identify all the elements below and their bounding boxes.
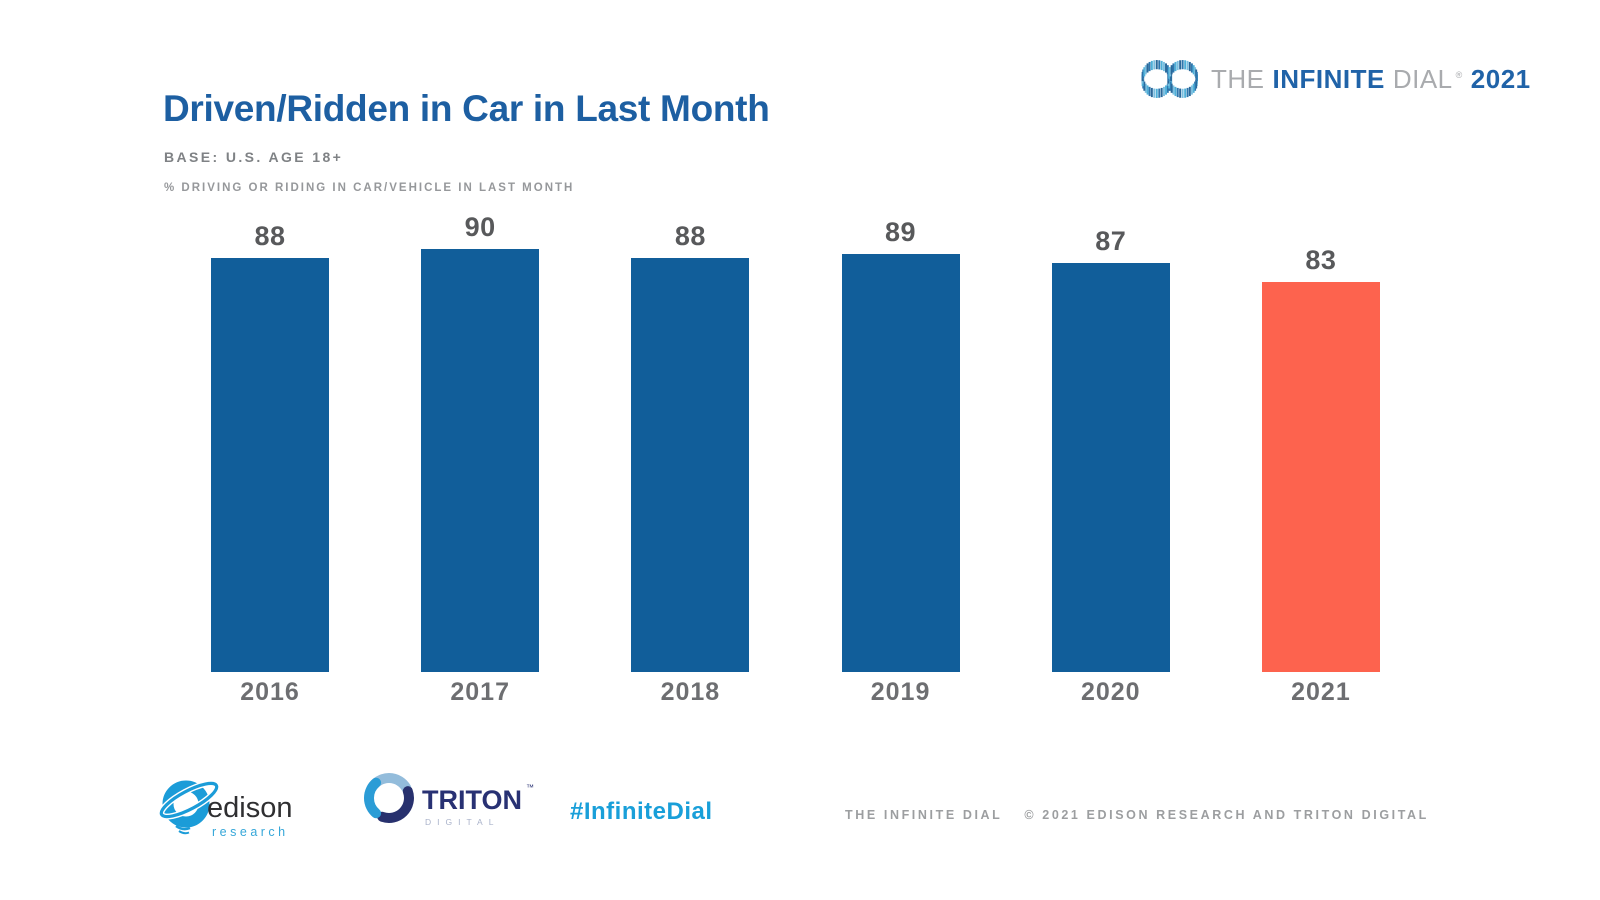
bar-chart: 88 90 88 89 87 83 [211,200,1380,672]
edison-wordmark: edison [207,792,292,824]
brand-word-dial: DIAL [1392,63,1453,94]
bar-column-2018: 88 [631,221,750,672]
metric-subtitle: % DRIVING OR RIDING IN CAR/VEHICLE IN LA… [164,182,575,194]
footer-credit: THE INFINITE DIAL © 2021 EDISON RESEARCH… [845,808,1429,822]
bar-2016 [211,258,329,672]
edison-subtext: research [212,825,289,839]
registered-mark: ® [1455,69,1463,80]
infinite-dial-wordmark: THE INFINITE DIAL ® 2021 [1211,64,1531,95]
triton-trademark: ™ [526,783,534,792]
brand-year: 2021 [1470,63,1531,94]
base-subtitle: BASE: U.S. AGE 18+ [164,149,344,165]
hashtag-infinitedial: #InfiniteDial [570,798,713,825]
bar-column-2017: 90 [421,212,540,672]
bar-column-2016: 88 [211,221,329,672]
bar-2018 [631,258,750,672]
x-axis-row: 2016 2017 2018 2019 2020 2021 [211,678,1380,707]
triton-subtext: DIGITAL [425,817,499,827]
bar-value-label: 83 [1305,244,1337,275]
bar-value-label: 90 [464,212,496,242]
bar-2021 [1261,281,1380,672]
x-axis-label-2021: 2021 [1291,678,1351,706]
bar-column-2021: 83 [1261,244,1380,672]
footer-credit-copyright: © 2021 EDISON RESEARCH AND TRITON DIGITA… [1024,808,1429,822]
bar-2017 [421,249,540,672]
x-axis-label-2018: 2018 [660,678,721,706]
infinite-dial-mark [1141,60,1199,98]
page-title: Driven/Ridden in Car in Last Month [163,88,770,129]
footer-credit-title: THE INFINITE DIAL [845,808,1003,822]
infinite-dial-logo: THE INFINITE DIAL ® 2021 [1138,56,1531,102]
bar-column-2020: 87 [1051,226,1170,672]
x-axis-label-2017: 2017 [450,678,510,706]
x-axis-label-2020: 2020 [1080,678,1141,706]
x-axis-label-2016: 2016 [240,678,300,706]
bar-value-label: 88 [674,221,706,252]
brand-word-infinite: INFINITE [1272,63,1385,94]
triton-mark [363,773,414,823]
bar-value-label: 88 [254,221,286,252]
triton-wordmark: TRITON [422,785,522,815]
bar-2019 [841,253,960,672]
bar-value-label: 89 [885,216,917,247]
x-axis-label-2019: 2019 [870,678,931,706]
edison-mark [158,780,220,835]
bar-2020 [1051,263,1170,672]
edison-research-logo: edison research [158,760,298,850]
bar-value-label: 87 [1095,226,1127,257]
bar-column-2019: 89 [841,216,960,672]
brand-word-the: THE [1211,63,1265,94]
triton-digital-logo: TRITON ™ DIGITAL [360,768,540,837]
